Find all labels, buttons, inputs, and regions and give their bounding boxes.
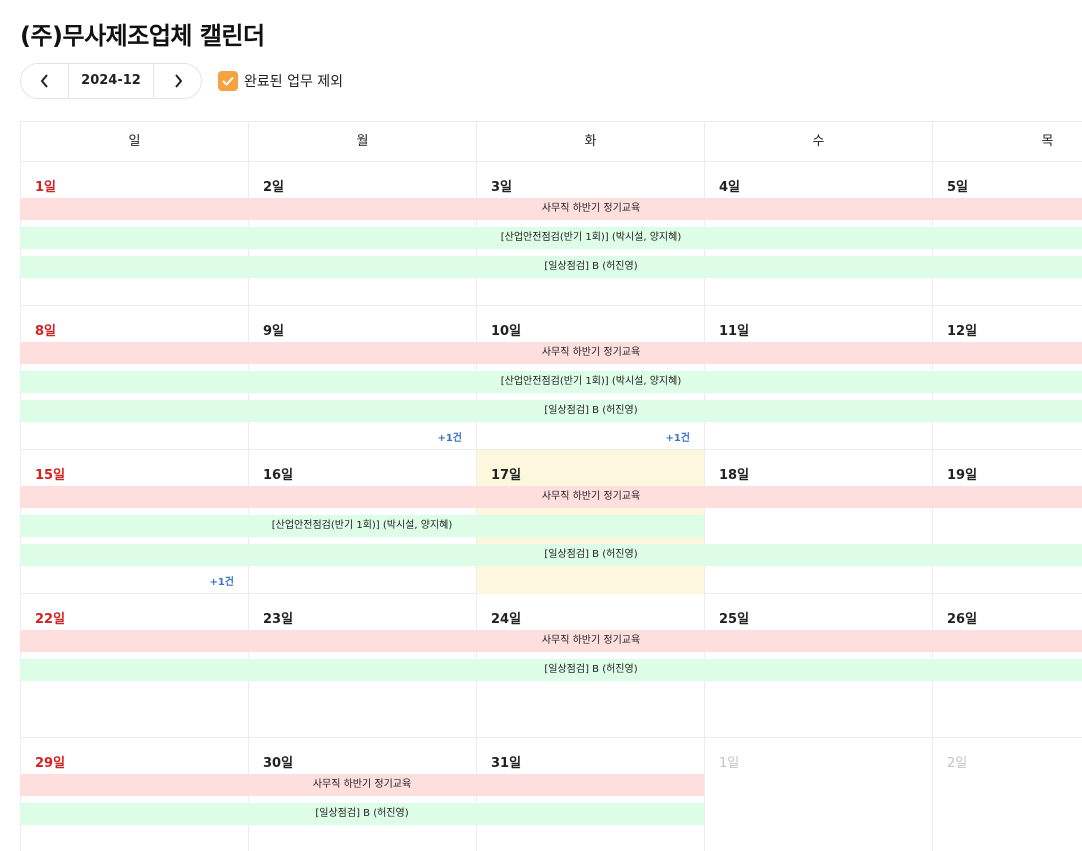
more-events-link[interactable]: +1건 [665,433,690,444]
week-row-2: 8일 9일 +1건 10일 +1건 11일 12일 사무직 하반기 정기교육 [산업… [20,306,1082,450]
day-cell[interactable]: 18일 [704,450,932,594]
date-label: 10일 [491,324,522,339]
date-label: 29일 [35,756,66,771]
chevron-right-icon [174,74,182,88]
toolbar: 2024-12 완료된 업무 제외 [20,63,343,99]
event-bar[interactable]: [일상점검] B (허진영) [20,400,1082,422]
next-month-button[interactable] [154,64,201,98]
event-bar[interactable]: [산업안전점검(반기 1회)] (박시설, 양지혜) [20,515,704,537]
event-bar[interactable]: [일상점검] B (허진영) [20,256,1082,278]
date-label: 26일 [947,612,978,627]
date-label: 1일 [719,756,740,771]
date-label: 2일 [263,180,285,195]
event-bar[interactable]: 사무직 하반기 정기교육 [20,630,1082,652]
month-navigator: 2024-12 [20,63,202,99]
date-label: 2일 [947,756,968,771]
event-bar[interactable]: [산업안전점검(반기 1회)] (박시설, 양지혜) [20,371,1082,393]
date-label: 31일 [491,756,522,771]
date-label: 11일 [719,324,750,339]
chevron-left-icon [40,74,48,88]
day-cell[interactable]: 19일 [932,450,1082,594]
exclude-completed-checkbox[interactable] [218,71,238,91]
page-title: (주)무사제조업체 캘린더 [20,22,265,50]
date-label: 3일 [491,180,513,195]
check-icon [222,76,234,86]
event-bar[interactable]: [산업안전점검(반기 1회)] (박시설, 양지혜) [20,227,1082,249]
month-calendar: 일 월 화 수 목 1일 2일 3일 4일 5일 사무직 하반기 정기교육 [산… [20,121,1082,851]
exclude-completed-label: 완료된 업무 제외 [244,74,344,90]
event-bar[interactable]: [일상점검] B (허진영) [20,803,704,825]
date-label: 18일 [719,468,750,483]
date-label: 1일 [35,180,57,195]
date-label: 30일 [263,756,294,771]
date-label: 22일 [35,612,66,627]
weekday-mon: 월 [248,122,476,162]
week-row-5: 29일 30일 31일 1일 2일 사무직 하반기 정기교육 [일상점검] B … [20,738,1082,851]
week-row-3: 15일 +1건 16일 17일 18일 19일 사무직 하반기 정기교육 [산업안… [20,450,1082,594]
weekday-thu: 목 [932,122,1082,162]
date-label: 17일 [491,468,522,483]
weekday-sun: 일 [20,122,248,162]
event-bar[interactable]: [일상점검] B (허진영) [20,544,1082,566]
exclude-completed-toggle[interactable]: 완료된 업무 제외 [218,71,343,91]
prev-month-button[interactable] [21,64,68,98]
day-cell[interactable]: 1일 [704,738,932,851]
week-row-4: 22일 23일 24일 25일 26일 사무직 하반기 정기교육 [일상점검] … [20,594,1082,738]
event-bar[interactable]: [일상점검] B (허진영) [20,659,1082,681]
date-label: 5일 [947,180,969,195]
date-label: 9일 [263,324,285,339]
current-month-label: 2024-12 [68,64,154,98]
date-label: 15일 [35,468,66,483]
date-label: 24일 [491,612,522,627]
weekday-tue: 화 [476,122,704,162]
more-events-link[interactable]: +1건 [209,577,234,588]
week-row-1: 1일 2일 3일 4일 5일 사무직 하반기 정기교육 [산업안전점검(반기 1… [20,162,1082,306]
event-bar[interactable]: 사무직 하반기 정기교육 [20,774,704,796]
date-label: 25일 [719,612,750,627]
event-bar[interactable]: 사무직 하반기 정기교육 [20,198,1082,220]
date-label: 19일 [947,468,978,483]
event-bar[interactable]: 사무직 하반기 정기교육 [20,486,1082,508]
date-label: 16일 [263,468,294,483]
date-label: 8일 [35,324,57,339]
weekday-header: 일 월 화 수 목 [20,121,1082,162]
day-cell[interactable]: 2일 [932,738,1082,851]
event-bar[interactable]: 사무직 하반기 정기교육 [20,342,1082,364]
date-label: 23일 [263,612,294,627]
date-label: 12일 [947,324,978,339]
weekday-wed: 수 [704,122,932,162]
more-events-link[interactable]: +1건 [437,433,462,444]
date-label: 4일 [719,180,741,195]
